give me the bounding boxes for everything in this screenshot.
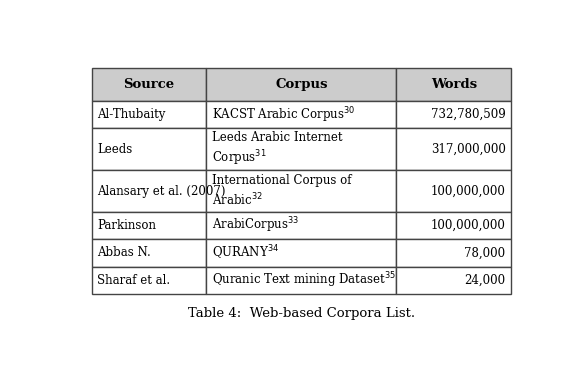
Text: 24,000: 24,000 (465, 274, 506, 287)
Bar (92, 128, 206, 170)
Bar (396, 170, 511, 212)
Bar (396, 101, 511, 128)
Text: 732,780,509: 732,780,509 (431, 108, 506, 121)
Bar (396, 239, 511, 267)
Text: 100,000,000: 100,000,000 (430, 184, 506, 197)
Text: 100,000,000: 100,000,000 (430, 219, 506, 232)
Bar (206, 170, 396, 212)
Bar (206, 101, 396, 128)
Bar (206, 212, 396, 239)
Text: Table 4:  Web-based Corpora List.: Table 4: Web-based Corpora List. (188, 307, 415, 320)
Text: 317,000,000: 317,000,000 (430, 143, 506, 156)
Bar (396, 267, 511, 294)
Bar (206, 68, 396, 101)
Text: International Corpus of
Arabic$^{32}$: International Corpus of Arabic$^{32}$ (212, 174, 351, 208)
Text: Alansary et al. (2007): Alansary et al. (2007) (97, 184, 226, 197)
Bar (92, 170, 206, 212)
Text: Parkinson: Parkinson (97, 219, 156, 232)
Text: Sharaf et al.: Sharaf et al. (97, 274, 171, 287)
Text: Corpus: Corpus (275, 78, 328, 91)
Bar (92, 239, 206, 267)
Text: Words: Words (430, 78, 477, 91)
Text: Leeds: Leeds (97, 143, 132, 156)
Text: Al-Thubaity: Al-Thubaity (97, 108, 166, 121)
Bar (206, 128, 396, 170)
Text: KACST Arabic Corpus$^{30}$: KACST Arabic Corpus$^{30}$ (212, 105, 355, 125)
Bar (92, 101, 206, 128)
Text: Quranic Text mining Dataset$^{35}$: Quranic Text mining Dataset$^{35}$ (212, 270, 396, 290)
Text: ArabiCorpus$^{33}$: ArabiCorpus$^{33}$ (212, 216, 299, 235)
Bar (92, 267, 206, 294)
Bar (396, 68, 511, 101)
Text: Abbas N.: Abbas N. (97, 246, 151, 260)
Bar (396, 212, 511, 239)
Text: Source: Source (123, 78, 175, 91)
Bar (92, 68, 206, 101)
Text: Leeds Arabic Internet
Corpus$^{31}$: Leeds Arabic Internet Corpus$^{31}$ (212, 131, 342, 168)
Text: QURANY$^{34}$: QURANY$^{34}$ (212, 244, 279, 262)
Bar (396, 128, 511, 170)
Bar (206, 239, 396, 267)
Bar (206, 267, 396, 294)
Text: 78,000: 78,000 (465, 246, 506, 260)
Bar (92, 212, 206, 239)
